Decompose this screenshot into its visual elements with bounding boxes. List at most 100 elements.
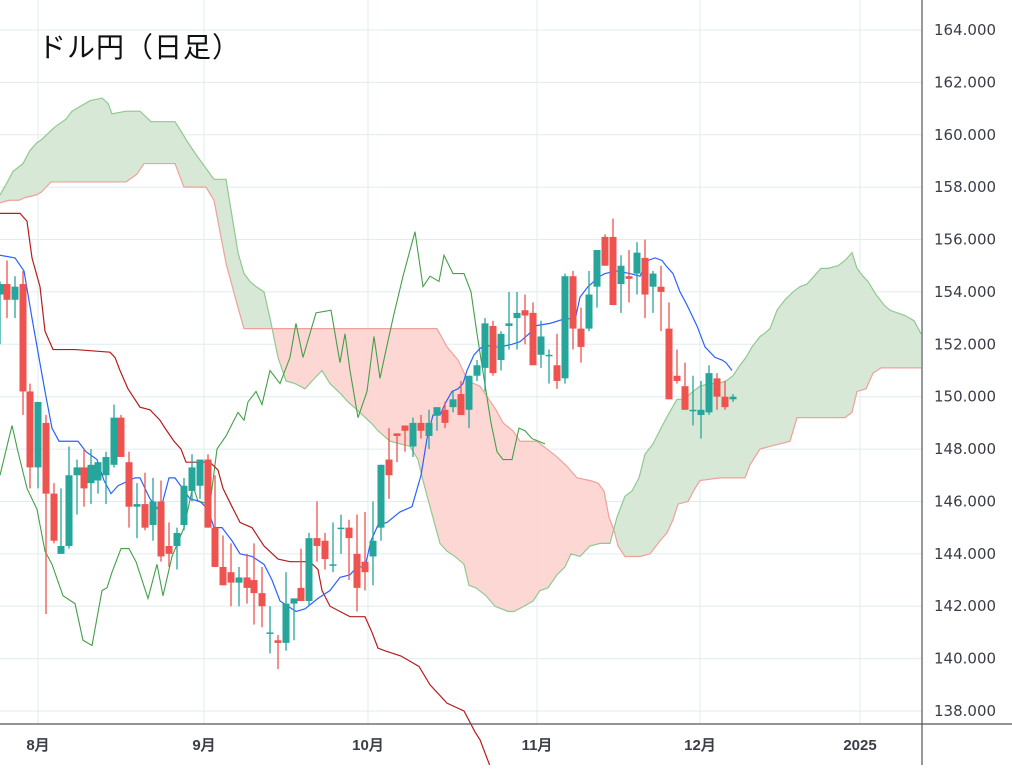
candle-down (219, 566, 227, 586)
candle-up (57, 545, 65, 554)
x-axis-label: 10月 (352, 737, 384, 754)
tenkan-sen-line (0, 254, 733, 613)
candle-up (481, 323, 489, 368)
y-axis-label: 142.000 (934, 597, 996, 615)
candle-up (425, 422, 433, 436)
candle-down (673, 375, 681, 381)
candle-up (505, 323, 513, 326)
candle-down (3, 284, 11, 300)
kijun-sen-line (0, 212, 496, 769)
candle-down (713, 378, 721, 397)
candle-up (65, 475, 73, 546)
candle-up (282, 603, 290, 643)
candle-down (569, 276, 577, 329)
candle-up (87, 464, 95, 484)
y-axis-label: 138.000 (934, 702, 996, 720)
candle-up (649, 273, 657, 287)
candle-down (521, 310, 529, 316)
y-axis-label: 154.000 (934, 283, 996, 301)
candle-up (633, 252, 641, 274)
y-axis-label: 160.000 (934, 126, 996, 144)
candle-up (34, 401, 42, 468)
chart-title: ドル円（日足） (38, 31, 242, 64)
candle-up (409, 422, 417, 447)
candle-up (329, 564, 337, 566)
candle-down (657, 286, 665, 292)
bullish-cloud (0, 98, 273, 333)
candle-up (0, 284, 4, 295)
senkou-span-a-line (0, 97, 922, 613)
candle-down (80, 467, 88, 489)
candle-up (11, 286, 19, 300)
candle-down (274, 640, 282, 643)
candle-up (729, 396, 737, 400)
candle-down (641, 257, 649, 295)
candle-up (188, 467, 196, 491)
candle-up (705, 373, 713, 413)
y-axis-label: 164.000 (934, 21, 996, 39)
candles (0, 218, 737, 670)
candle-up (173, 532, 181, 546)
candle-up (102, 456, 110, 476)
candle-up (266, 632, 274, 634)
candle-down (681, 386, 689, 410)
candle-down (243, 577, 251, 588)
candle-down (42, 422, 50, 494)
candle-up (290, 598, 298, 604)
candle-down (361, 561, 369, 573)
candle-down (211, 527, 219, 567)
candle-up (377, 464, 385, 528)
candle-up (433, 407, 441, 416)
candle-up (473, 365, 481, 376)
candle-up (149, 501, 157, 526)
candle-up (689, 409, 697, 412)
candle-down (665, 328, 673, 400)
candle-down (417, 422, 425, 431)
candle-down (353, 553, 361, 588)
y-axis-label: 156.000 (934, 231, 996, 249)
candle-up (449, 399, 457, 408)
y-axis-label: 152.000 (934, 335, 996, 353)
y-axis-label: 140.000 (934, 650, 996, 668)
x-axis-label: 12月 (684, 737, 716, 754)
x-axis-label: 2025 (843, 737, 876, 754)
candle-up (465, 375, 473, 410)
candle-down (117, 417, 125, 457)
candle-up (110, 417, 118, 465)
candle-up (196, 459, 204, 486)
candle-down (489, 325, 497, 374)
candle-down (50, 493, 58, 541)
candle-up (369, 540, 377, 557)
candle-down (457, 394, 465, 416)
candle-down (625, 276, 633, 279)
candle-down (441, 409, 449, 423)
x-axis-label: 11月 (522, 737, 553, 754)
candle-up (73, 467, 81, 476)
chikou-span-line (0, 231, 546, 647)
indicator-lines (0, 97, 922, 769)
candle-up (513, 312, 521, 319)
candle-down (165, 545, 173, 554)
candle-up (537, 336, 545, 355)
candle-down (577, 328, 585, 347)
candle-down (321, 540, 329, 560)
candle-down (141, 504, 149, 528)
senkou-span-b-line (0, 162, 921, 558)
ichimoku-cloud (0, 98, 921, 612)
candle-up (561, 276, 569, 379)
candle-up (593, 250, 601, 287)
candle-down (258, 593, 266, 607)
candle-up (305, 538, 313, 601)
candle-down (227, 572, 235, 583)
candle-up (133, 504, 141, 507)
candle-down (401, 425, 409, 431)
candle-down (26, 391, 34, 468)
y-axis-label: 150.000 (934, 388, 996, 406)
candle-up (545, 354, 553, 357)
x-axis-label: 9月 (192, 737, 215, 754)
grid-lines (0, 0, 922, 724)
y-axis-label: 146.000 (934, 492, 996, 510)
candle-down (125, 462, 133, 507)
